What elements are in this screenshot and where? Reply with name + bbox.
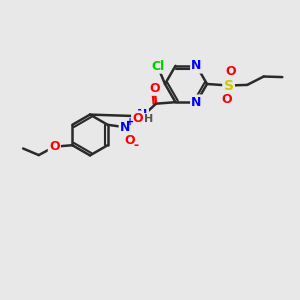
Text: O: O bbox=[124, 134, 135, 147]
Text: +: + bbox=[126, 117, 134, 127]
Text: S: S bbox=[224, 79, 234, 92]
Text: O: O bbox=[221, 93, 232, 106]
Text: O: O bbox=[226, 64, 236, 78]
Text: N: N bbox=[120, 121, 130, 134]
Text: O: O bbox=[132, 112, 143, 125]
Text: N: N bbox=[191, 96, 202, 109]
Text: O: O bbox=[149, 82, 160, 94]
Text: -: - bbox=[134, 139, 139, 152]
Text: N: N bbox=[137, 108, 148, 121]
Text: Cl: Cl bbox=[151, 59, 164, 73]
Text: N: N bbox=[191, 59, 202, 72]
Text: O: O bbox=[49, 140, 60, 153]
Text: H: H bbox=[145, 114, 154, 124]
